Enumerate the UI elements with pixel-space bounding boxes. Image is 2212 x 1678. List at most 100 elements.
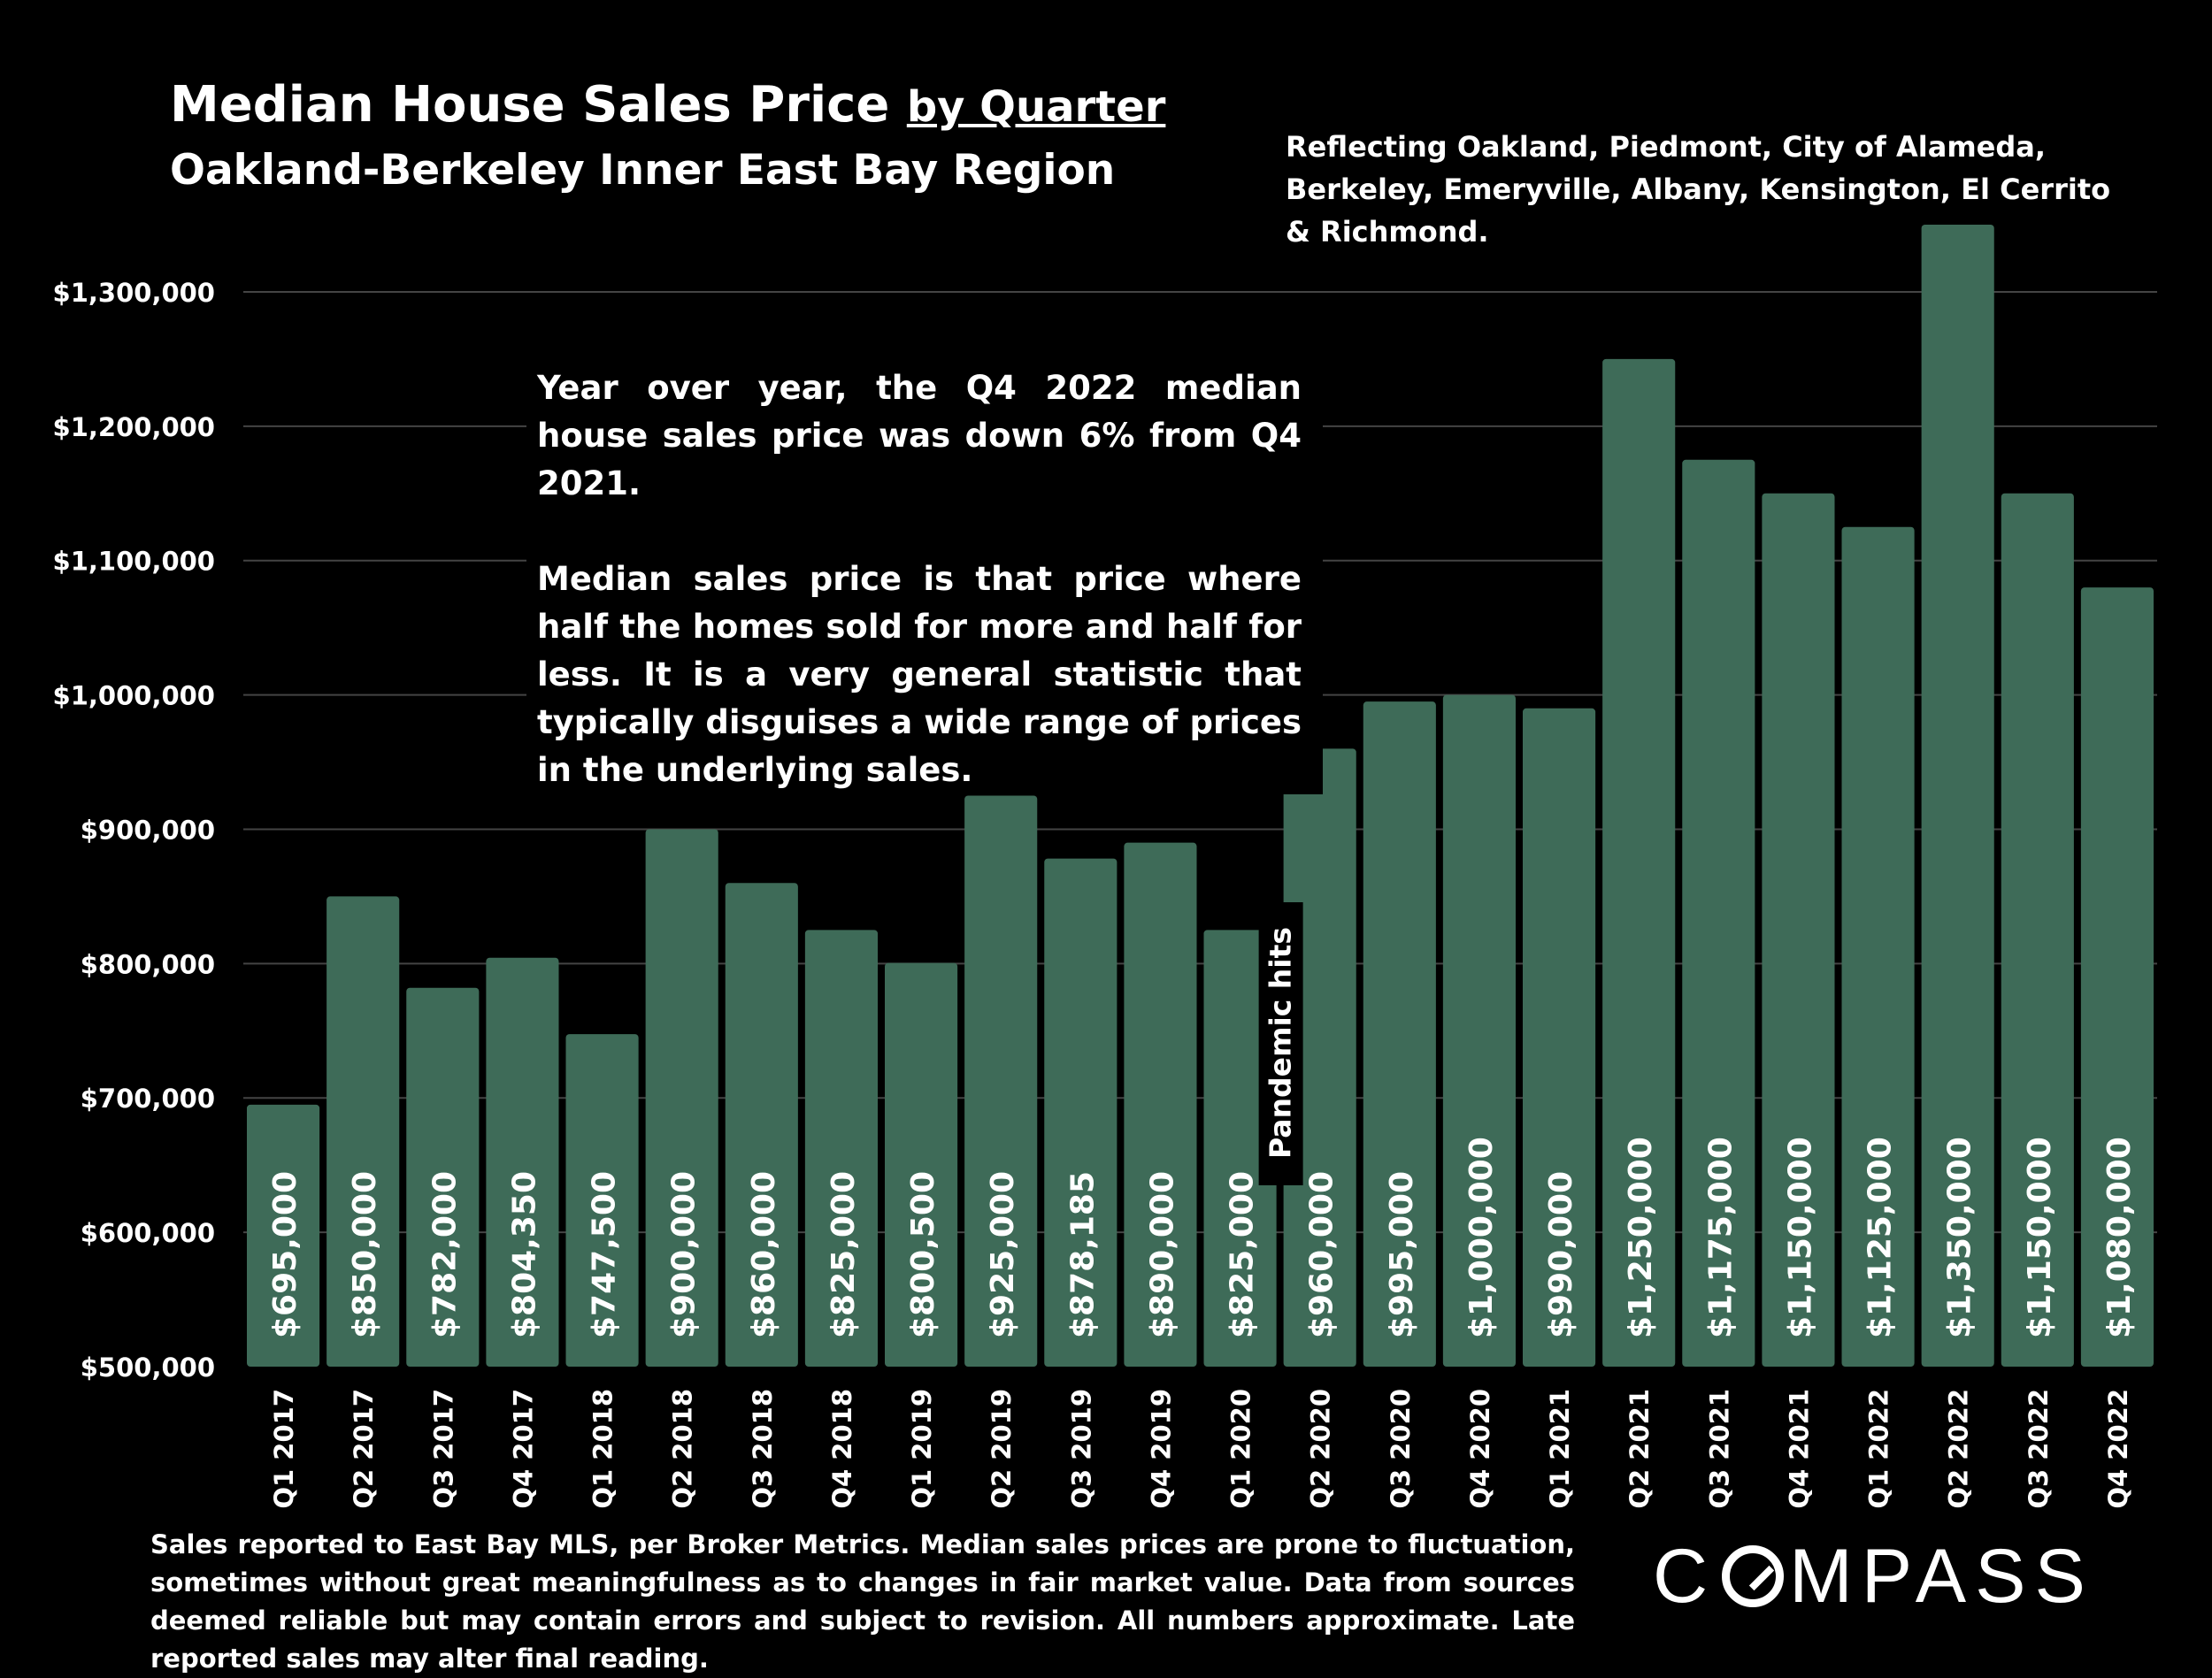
bar-value-label: $1,350,000 [1942, 1137, 1978, 1338]
compass-o-icon [1722, 1545, 1785, 1607]
bar-value-label: $1,000,000 [1463, 1137, 1500, 1338]
region-note: Reflecting Oakland, Piedmont, City of Al… [1286, 130, 2111, 249]
bar [1124, 842, 1197, 1367]
bar [1044, 858, 1118, 1367]
logo-text-right: MPASS [1789, 1534, 2094, 1619]
bar-value-labels: $695,000 $850,000 $782,000 $804,350 $747,500… [267, 1137, 2138, 1338]
bar [1363, 701, 1436, 1367]
x-tick-label: Q1 2018 [588, 1389, 618, 1509]
chart-title-main: Median House Sales Price [170, 76, 890, 134]
x-tick-label: Q3 2022 [2024, 1389, 2054, 1509]
x-tick-label: Q4 2021 [1784, 1389, 1814, 1509]
bar [1762, 493, 1835, 1367]
bar [1523, 708, 1596, 1367]
x-tick-label: Q2 2017 [349, 1389, 379, 1509]
x-tick-label: Q3 2017 [428, 1389, 458, 1509]
bar [1921, 225, 1994, 1367]
y-tick-label: $1,000,000 [53, 681, 215, 711]
y-tick-label: $700,000 [81, 1084, 215, 1114]
bar-value-label: $850,000 [347, 1171, 383, 1338]
bar [247, 1104, 320, 1367]
x-tick-label: Q4 2022 [2103, 1389, 2133, 1509]
y-tick-label: $500,000 [81, 1352, 215, 1383]
bars [247, 225, 2154, 1368]
x-tick-label: Q2 2021 [1624, 1389, 1655, 1509]
bar [645, 829, 718, 1367]
bar-value-label: $747,500 [587, 1171, 623, 1338]
pandemic-marker: Pandemic hits [1258, 902, 1303, 1185]
y-tick-label: $1,200,000 [53, 412, 215, 442]
bar-value-label: $995,000 [1384, 1171, 1420, 1338]
x-tick-label: Q2 2020 [1306, 1389, 1336, 1509]
bar-value-label: $860,000 [746, 1171, 782, 1338]
x-tick-label: Q3 2021 [1704, 1389, 1734, 1509]
bar [885, 962, 958, 1367]
x-tick-label: Q1 2017 [269, 1389, 299, 1509]
y-tick-label: $900,000 [81, 815, 215, 845]
x-tick-label: Q4 2017 [508, 1389, 538, 1509]
chart-subtitle: Oakland-Berkeley Inner East Bay Region [170, 146, 1116, 195]
compass-logo: C MPASS [1653, 1533, 2094, 1621]
bar-value-label: $825,000 [1225, 1171, 1261, 1338]
footnote: Sales reported to East Bay MLS, per Brok… [150, 1529, 1575, 1674]
marker-band [1258, 902, 1303, 1185]
bar-value-label: $890,000 [1144, 1171, 1180, 1338]
logo-text-left: C [1653, 1534, 1717, 1619]
x-tick-label: Q2 2022 [1944, 1389, 1974, 1509]
y-axis: $500,000 $600,000 $700,000 $800,000 $900,000… [53, 278, 215, 1383]
x-tick-label: Q4 2019 [1146, 1389, 1176, 1509]
bar-value-label: $800,500 [905, 1171, 941, 1338]
bar [406, 987, 480, 1367]
annotation-box: Year over year, the Q4 2022 median house… [526, 363, 1323, 794]
bar [486, 957, 559, 1367]
bar-value-label: $825,000 [826, 1171, 862, 1338]
bar [1442, 694, 1516, 1367]
annotation-paragraph-2: Median sales price is that price where h… [537, 560, 1302, 789]
bar-value-label: $900,000 [666, 1171, 703, 1338]
bar [725, 883, 798, 1367]
y-tick-label: $800,000 [81, 949, 215, 979]
bar-value-label: $1,150,000 [2022, 1137, 2058, 1338]
bar [1602, 358, 1676, 1368]
bar [804, 930, 878, 1367]
x-tick-label: Q1 2020 [1226, 1389, 1256, 1509]
x-tick-label: Q2 2019 [987, 1389, 1017, 1509]
bar-value-label: $1,250,000 [1623, 1137, 1659, 1338]
bar-value-label: $878,185 [1064, 1171, 1101, 1338]
x-tick-label: Q3 2019 [1066, 1389, 1096, 1509]
bar-value-label: $782,000 [426, 1171, 463, 1338]
bar [964, 795, 1038, 1367]
chart-title-suffix: by Quarter [906, 82, 1166, 132]
bar [2080, 587, 2154, 1367]
bar [565, 1034, 639, 1367]
bar-value-label: $925,000 [985, 1171, 1021, 1338]
y-tick-label: $600,000 [81, 1218, 215, 1248]
bar-value-label: $960,000 [1304, 1171, 1340, 1338]
bar [1203, 930, 1277, 1367]
bar-value-label: $1,150,000 [1782, 1137, 1818, 1338]
bar-value-label: $695,000 [267, 1171, 303, 1338]
x-tick-label: Q1 2022 [1864, 1389, 1894, 1509]
x-tick-label: Q4 2020 [1465, 1389, 1495, 1509]
bar-value-label: $990,000 [1543, 1171, 1579, 1338]
pandemic-marker-label: Pandemic hits [1263, 927, 1298, 1159]
chart-title: Median House Sales Price by Quarter [170, 78, 1165, 133]
bar-value-label: $1,080,000 [2101, 1137, 2138, 1338]
bar [1682, 459, 1755, 1367]
x-tick-label: Q3 2020 [1386, 1389, 1416, 1509]
x-tick-label: Q1 2021 [1545, 1389, 1575, 1509]
x-tick-label: Q2 2018 [668, 1389, 698, 1509]
bar [326, 896, 400, 1367]
bar-value-label: $1,125,000 [1863, 1137, 1899, 1338]
x-tick-label: Q1 2019 [907, 1389, 937, 1509]
bar [1841, 526, 1915, 1367]
x-tick-label: Q3 2018 [748, 1389, 778, 1509]
x-tick-label: Q4 2018 [827, 1389, 857, 1509]
annotation-paragraph-1: Year over year, the Q4 2022 median house… [537, 369, 1302, 502]
y-tick-label: $1,300,000 [53, 278, 215, 308]
y-tick-label: $1,100,000 [53, 547, 215, 577]
bar-value-label: $804,350 [506, 1171, 542, 1338]
bar [2001, 493, 2074, 1367]
x-axis: Q1 2017 Q2 2017 Q3 2017 Q4 2017 Q1 2018 Q2 20… [269, 1389, 2133, 1509]
